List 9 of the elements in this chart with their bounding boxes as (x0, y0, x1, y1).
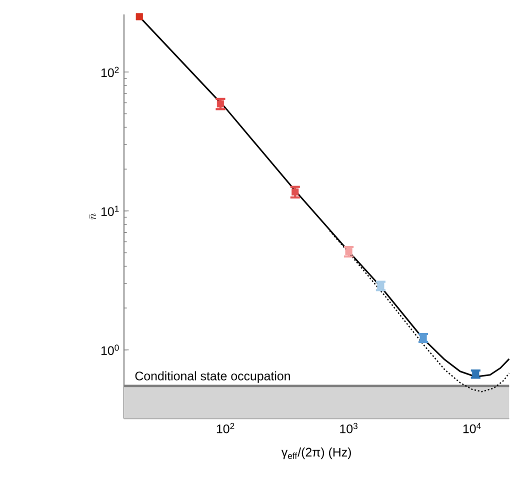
x-tick-label: 10$^{2}$ (216, 422, 234, 434)
y-tick-label: 10$^{0}$ (101, 344, 119, 355)
x-axis-title: γ$_{eff}$/(2π) (Hz) (281, 447, 351, 459)
band-label: Conditional state occupation (135, 371, 290, 383)
y-axis-title: $\bar{n}$ (89, 213, 96, 220)
y-tick-label: 10$^{1}$ (101, 206, 119, 216)
y-tick-label: 10$^{2}$ (101, 66, 119, 77)
x-tick-label: 10$^{3}$ (340, 422, 358, 434)
x-tick-label: 10$^{4}$ (463, 422, 481, 434)
